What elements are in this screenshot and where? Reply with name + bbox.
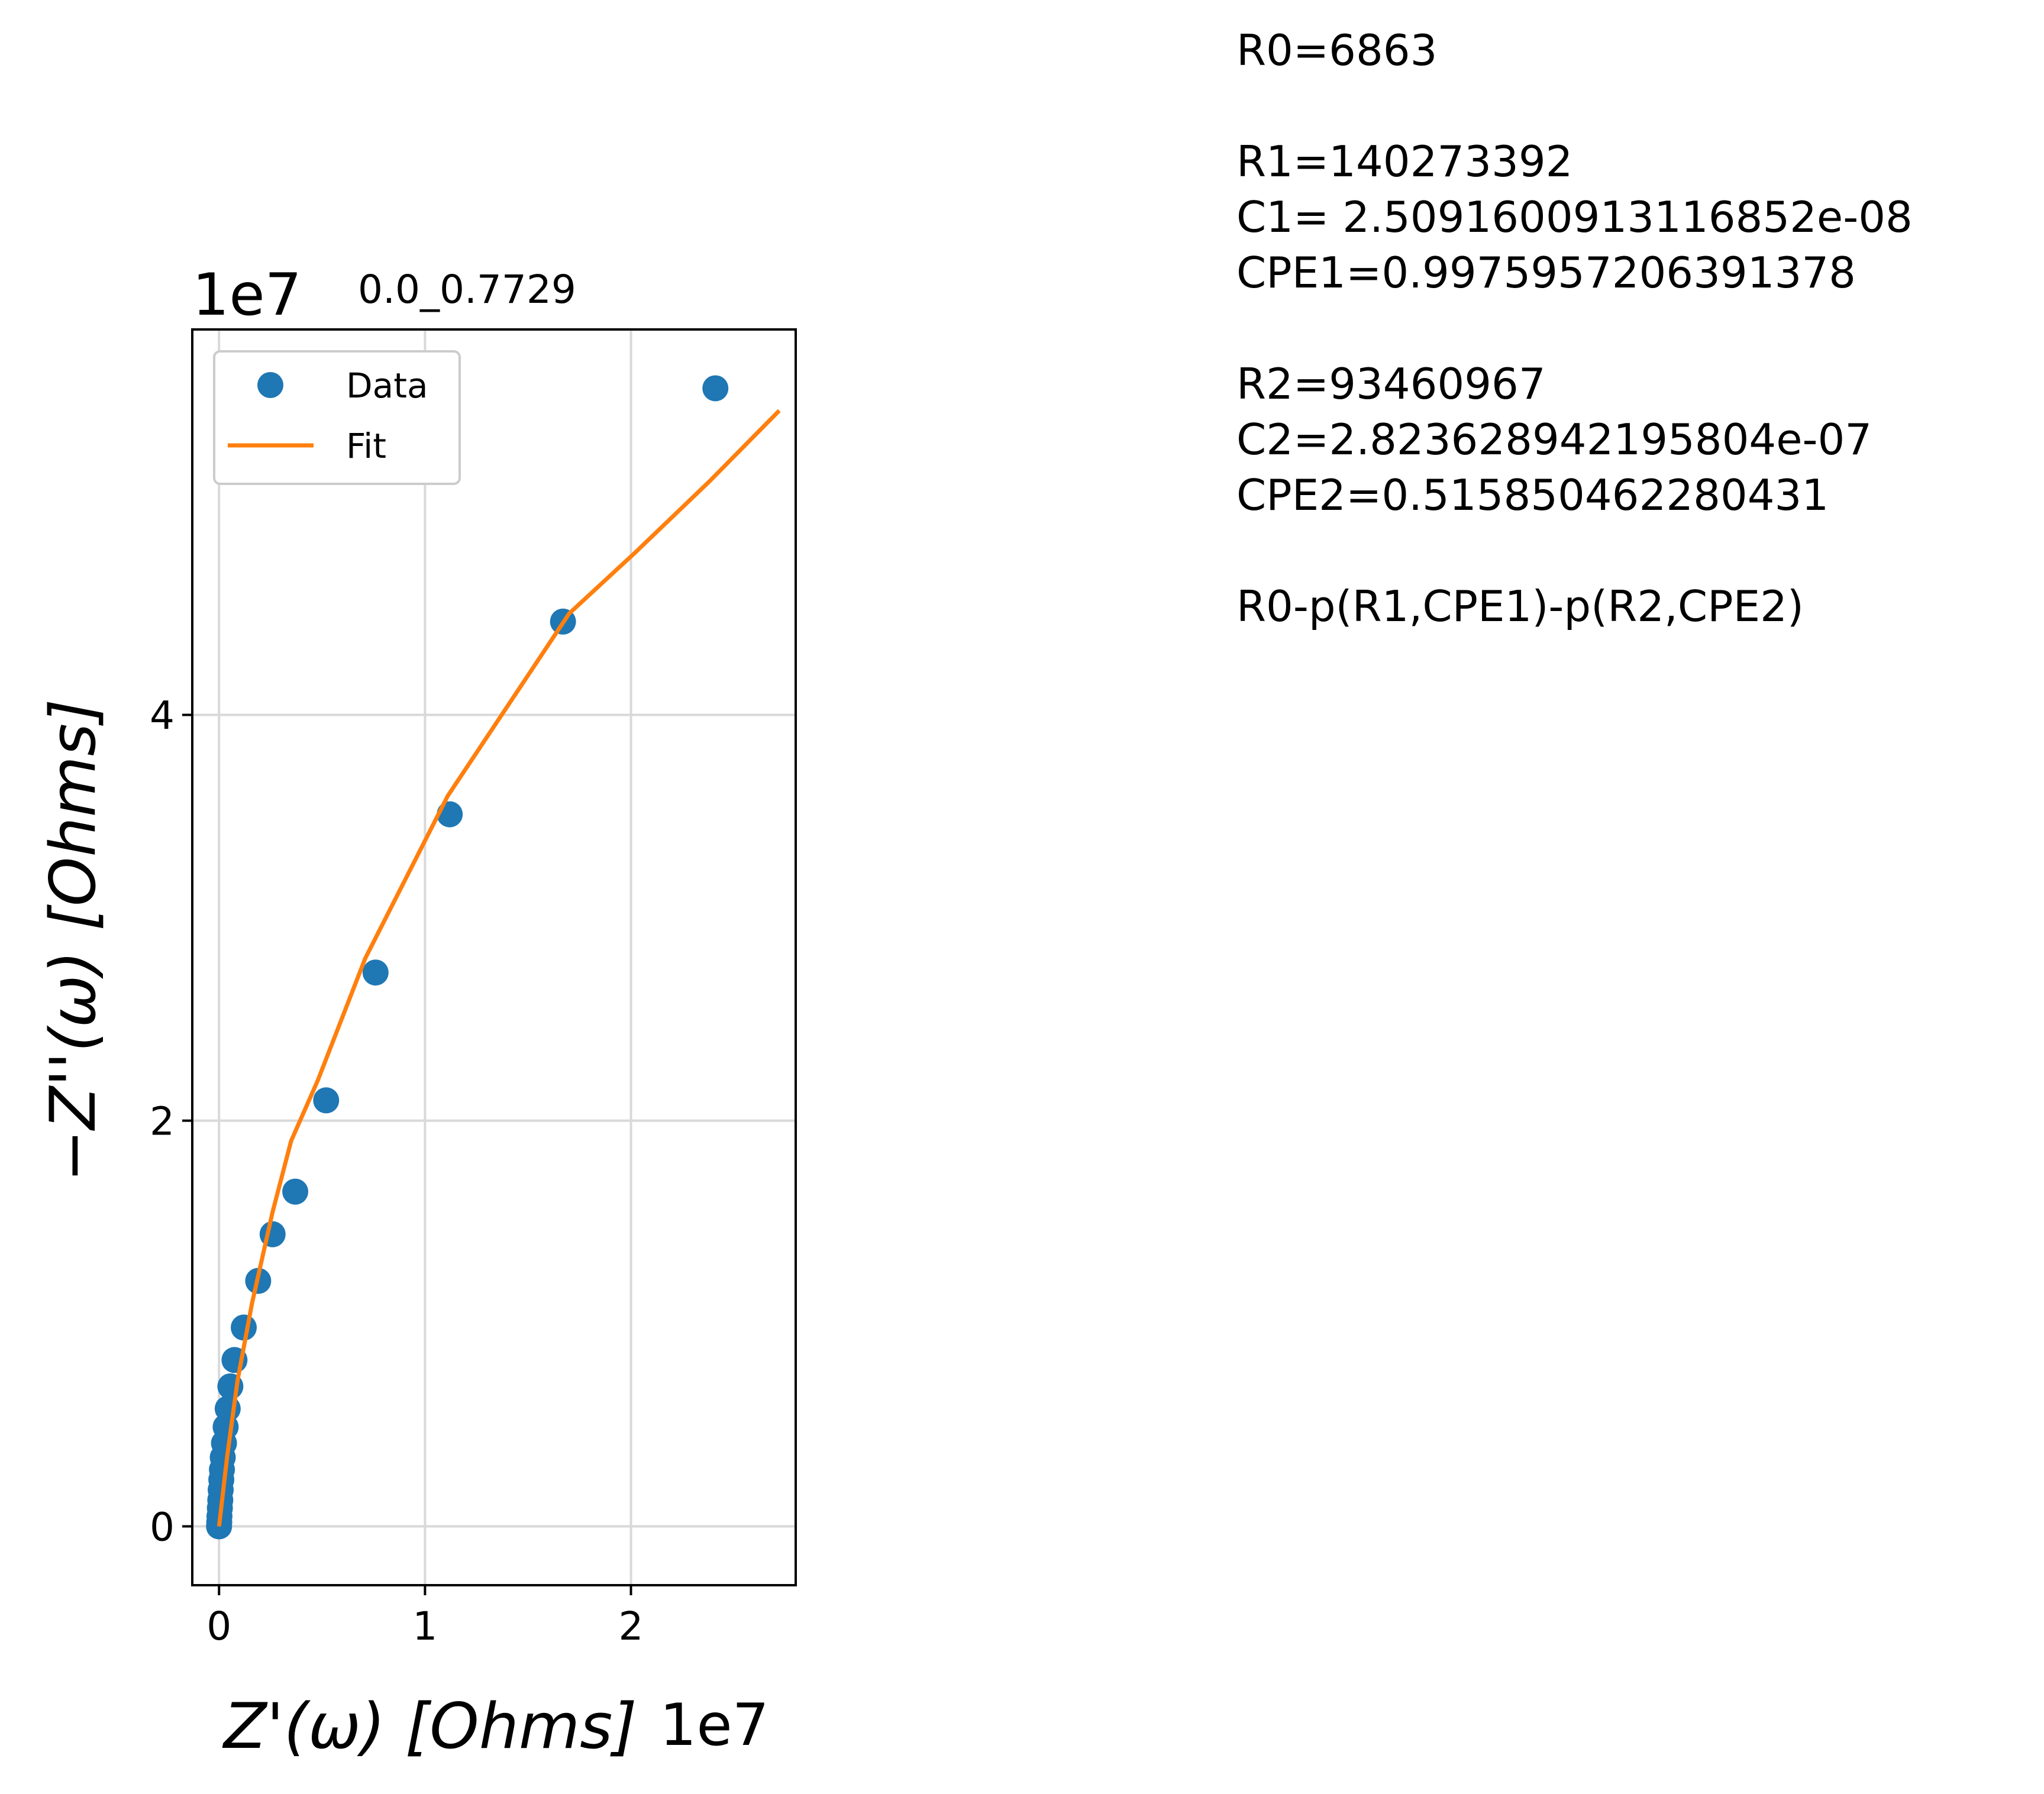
fit-parameter-line: CPE2=0.515850462280431 — [1236, 470, 1829, 520]
fit-line — [217, 409, 781, 1527]
x-tick-label: 1 — [412, 1604, 437, 1649]
plot-area — [206, 375, 781, 1540]
fit-parameter-line: C2=2.823628942195804e-07 — [1236, 415, 1872, 464]
fit-parameter-line: R0-p(R1,CPE1)-p(R2,CPE2) — [1236, 581, 1804, 631]
legend-data-label: Data — [346, 366, 428, 406]
x-tick-label: 0 — [206, 1604, 231, 1649]
y-tick-label: 4 — [150, 693, 175, 739]
chart-title: 0.0_0.7729 — [358, 267, 576, 312]
fit-parameter-line: C1= 2.5091600913116852e-08 — [1236, 192, 1913, 242]
data-point — [362, 959, 389, 986]
legend-data-marker — [257, 372, 283, 398]
y-tick-label: 0 — [150, 1505, 175, 1550]
grid — [192, 329, 796, 1585]
y-tick-label: 2 — [150, 1099, 175, 1145]
data-point — [702, 375, 729, 402]
y-axis-offset-label: 1e7 — [192, 261, 302, 329]
x-axis-offset-label: 1e7 — [660, 1692, 769, 1759]
fit-parameter-line: R1=140273392 — [1236, 137, 1572, 186]
fit-parameter-line: R0=6863 — [1236, 25, 1437, 75]
data-point — [282, 1178, 309, 1205]
axes-frame — [191, 328, 797, 1586]
x-axis-title: Z'(ω) [Ohms] — [222, 1690, 637, 1763]
fit-parameter-line: R2=93460967 — [1236, 359, 1546, 409]
legend-fit-label: Fit — [346, 426, 386, 466]
y-axis-title: −Z''(ω) [Ohms] — [37, 699, 109, 1182]
fit-parameters: R0=6863 R1=140273392 C1= 2.509160091311685… — [1236, 25, 1913, 631]
data-point — [313, 1087, 340, 1114]
axis-ticks: 0 1 2 0 2 4 — [150, 693, 644, 1649]
legend: Data Fit — [213, 350, 461, 485]
fit-parameter-line: CPE1=0.9975957206391378 — [1236, 248, 1856, 298]
x-tick-label: 2 — [619, 1604, 644, 1649]
